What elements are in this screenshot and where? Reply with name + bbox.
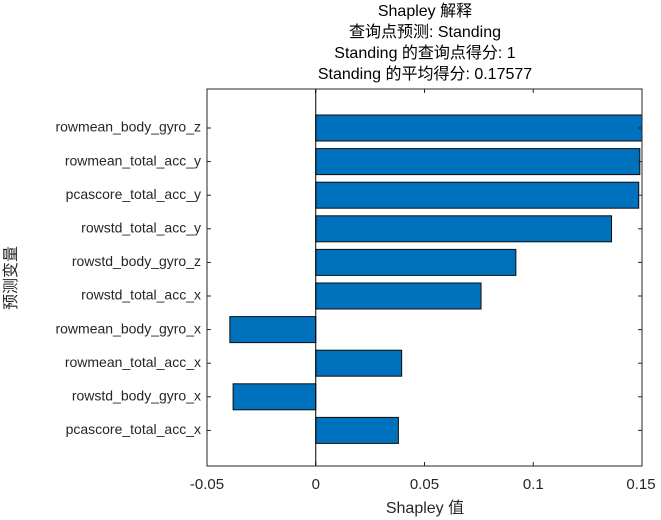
x-axis-label: Shapley 值 [386,499,464,517]
title-line-3: Standing 的查询点得分: 1 [334,44,516,62]
bar-pcascore-total-acc-x [315,416,399,444]
x-tick-label: 0 [312,476,320,493]
bar-rowstd-total-acc-x [315,282,482,310]
y-tick-label: rowstd_total_acc_y [81,220,201,236]
bar-pcascore-total-acc-y [315,181,640,209]
y-tick-label: rowmean_body_gyro_z [55,119,201,135]
y-tick-label: pcascore_total_acc_y [66,186,201,202]
bar-rowstd-body-gyro-z [315,248,517,276]
bar-rowmean-body-gyro-x [229,316,317,344]
y-tick-label: rowstd_total_acc_x [81,287,201,303]
bars-layer [229,114,643,444]
x-tick-label: 0.05 [410,476,439,493]
x-ticks: -0.05 0 0.05 0.1 0.15 [190,89,656,493]
bar-rowstd-body-gyro-x [232,383,317,411]
y-tick-label: pcascore_total_acc_x [66,421,201,437]
y-tick-label: rowstd_body_gyro_x [72,388,201,404]
y-tick-label: rowmean_body_gyro_x [55,320,201,336]
chart-title: Shapley 解释 查询点预测: Standing Standing 的查询点… [318,2,532,83]
bar-rowmean-total-acc-x [315,349,403,377]
plot-area-box [206,88,643,467]
y-axis-label: 预测变量 [2,246,20,310]
x-tick-label: 0.1 [523,476,544,493]
y-tick-label: rowmean_total_acc_x [65,354,201,370]
bar-rowmean-body-gyro-z [315,114,643,142]
y-tick-labels: rowmean_body_gyro_z rowmean_total_acc_ypc… [55,119,642,437]
y-tick-label: rowmean_total_acc_y [65,152,201,168]
title-line-4: Standing 的平均得分: 0.17577 [318,65,532,83]
title-line-2: 查询点预测: Standing [349,23,501,41]
title-line-1: Shapley 解释 [378,2,472,20]
bar-rowmean-total-acc-y [315,148,641,176]
bar-rowstd-total-acc-y [315,215,613,243]
x-tick-label: 0.15 [626,476,655,493]
y-tick-label: rowstd_body_gyro_z [72,253,201,269]
x-tick-label: -0.05 [190,476,224,493]
